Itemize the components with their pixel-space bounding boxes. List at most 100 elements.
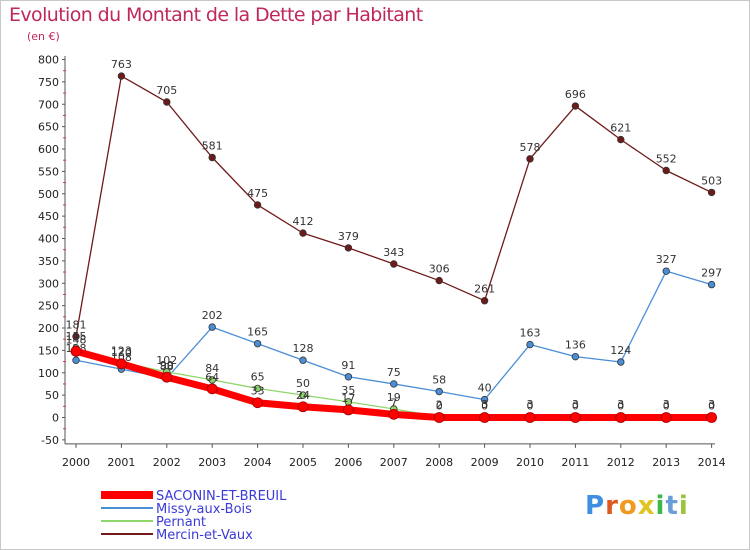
- y-tick-label: 100: [38, 367, 59, 380]
- data-point: [480, 395, 489, 404]
- data-point: [299, 356, 307, 364]
- data-label: 58: [432, 374, 446, 387]
- data-point: [390, 260, 398, 268]
- data-label: 412: [293, 215, 314, 228]
- data-point: [660, 412, 672, 423]
- data-point: [297, 401, 309, 413]
- legend-label: SACONIN-ET-BREUIL: [156, 489, 287, 504]
- data-point: [342, 404, 354, 416]
- data-label: 88: [160, 360, 174, 373]
- data-point: [571, 102, 580, 110]
- legend-label: Missy-aux-Bois: [156, 502, 252, 517]
- data-point: [480, 297, 489, 305]
- data-point: [72, 332, 80, 341]
- data-label: 0: [708, 400, 715, 413]
- data-point: [116, 358, 127, 370]
- series-line-3: [75, 75, 712, 337]
- data-label: 90: [160, 359, 174, 372]
- data-label: 84: [205, 362, 219, 375]
- y-tick-label: 700: [38, 98, 59, 111]
- data-point: [435, 387, 443, 396]
- data-label: 475: [247, 187, 268, 200]
- data-point: [615, 412, 627, 423]
- y-tick-label: 750: [38, 76, 59, 89]
- legend-label: Pernant: [156, 515, 206, 530]
- data-point: [208, 153, 216, 162]
- y-tick-label: 200: [38, 322, 59, 335]
- data-label: 148: [66, 333, 87, 346]
- data-point: [388, 408, 400, 420]
- x-tick-label: 2012: [607, 456, 635, 469]
- x-tick-label: 2005: [289, 456, 317, 469]
- x-tick-label: 2000: [62, 456, 90, 469]
- data-point: [707, 188, 716, 197]
- data-point: [526, 340, 534, 349]
- data-label: 297: [701, 267, 722, 280]
- y-tick-label: 0: [52, 412, 59, 425]
- y-tick-label: -50: [41, 434, 59, 447]
- logo-letter: t: [665, 491, 679, 521]
- data-point: [707, 280, 716, 289]
- data-label: 65: [251, 370, 265, 383]
- data-point: [253, 201, 262, 209]
- data-point: [163, 98, 171, 106]
- y-tick-label: 350: [38, 255, 59, 268]
- data-label: 181: [66, 319, 87, 332]
- y-tick-label: 400: [38, 233, 59, 246]
- data-label: 3: [617, 398, 624, 411]
- data-point: [208, 376, 216, 384]
- data-point: [206, 383, 218, 395]
- data-label: 3: [527, 398, 534, 411]
- data-point: [344, 373, 353, 381]
- data-label: 128: [293, 342, 314, 355]
- data-label: 581: [202, 140, 223, 153]
- data-label: 0: [572, 400, 579, 413]
- legend-label: Mercin-et-Vaux: [156, 528, 253, 543]
- x-tick-label: 2007: [380, 456, 408, 469]
- data-label: 3: [708, 398, 715, 411]
- x-tick-label: 2013: [652, 456, 680, 469]
- y-tick-label: 50: [45, 389, 59, 402]
- data-point: [524, 412, 536, 423]
- logo-letter: r: [605, 491, 619, 521]
- data-label: 7: [390, 396, 397, 409]
- data-point: [526, 155, 534, 163]
- data-label: 306: [429, 263, 450, 276]
- x-tick-label: 2014: [698, 456, 726, 469]
- data-label: 379: [338, 230, 359, 243]
- data-label: 343: [383, 246, 404, 259]
- data-point: [390, 380, 398, 388]
- y-tick-label: 550: [38, 165, 59, 178]
- x-tick-label: 2003: [198, 456, 226, 469]
- data-label: 19: [387, 391, 401, 404]
- data-label: 136: [565, 339, 586, 352]
- x-tick-label: 2009: [471, 456, 499, 469]
- x-tick-label: 2010: [516, 456, 544, 469]
- y-tick-label: 600: [38, 143, 59, 156]
- data-point: [662, 166, 670, 175]
- data-point: [571, 352, 580, 361]
- data-label: 621: [610, 122, 631, 135]
- data-label: 123: [111, 344, 132, 357]
- x-tick-label: 2011: [561, 456, 589, 469]
- logo-letter: i: [655, 491, 666, 521]
- y-tick-label: 250: [38, 300, 59, 313]
- logo-letter: P: [585, 491, 606, 521]
- data-label: 705: [156, 84, 177, 97]
- data-point: [662, 267, 670, 275]
- data-point: [570, 412, 581, 423]
- data-point: [253, 384, 262, 393]
- data-point: [253, 339, 262, 348]
- data-label: 0: [617, 400, 624, 413]
- data-point: [299, 229, 307, 237]
- y-tick-label: 300: [38, 277, 59, 290]
- data-label: 124: [610, 344, 631, 357]
- data-label: 33: [251, 385, 265, 398]
- data-point: [479, 412, 491, 423]
- data-label: 120: [111, 346, 132, 359]
- data-label: 75: [387, 366, 401, 379]
- data-point: [299, 391, 307, 399]
- data-label: 763: [111, 58, 132, 71]
- data-label: 50: [296, 377, 310, 390]
